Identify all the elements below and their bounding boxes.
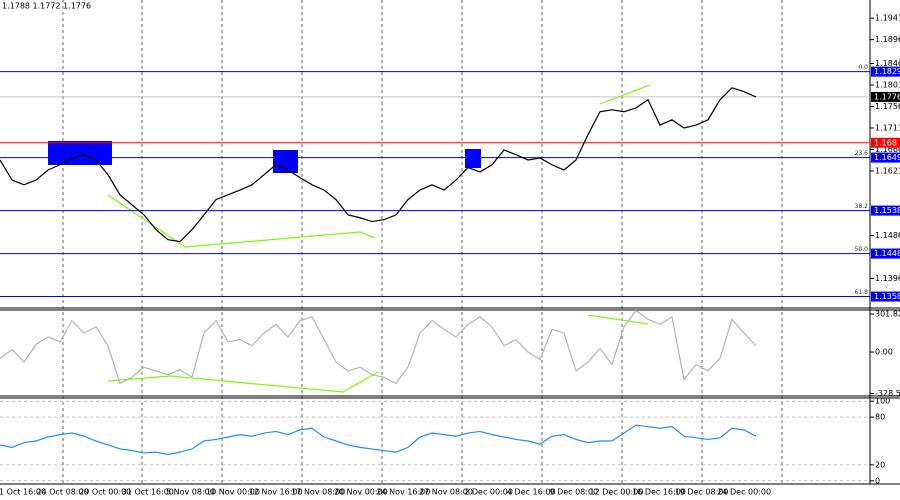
vertical-grid	[62, 0, 783, 484]
level-price-box	[871, 66, 900, 77]
level-price: 1.1649	[874, 153, 900, 162]
level-label: 61.8	[855, 289, 869, 296]
x-tick-label: 12 Nov 16:00	[249, 488, 303, 497]
level-price-box	[871, 205, 900, 216]
y-tick-label: 100	[875, 397, 890, 406]
level-price-box	[871, 91, 900, 102]
x-tick-label: 4 Dec 16:00	[507, 488, 556, 497]
y-tick-label: 1.1896	[875, 35, 900, 44]
y-tick-label: 1.1666	[875, 145, 900, 154]
level-price-box	[871, 291, 900, 302]
x-tick-label: 12 Dec 00:00	[589, 488, 643, 497]
x-tick-label: 9 Dec 08:00	[549, 488, 598, 497]
annotations	[48, 84, 651, 393]
level-price: 1.1448	[874, 249, 900, 258]
y-tick-label: 1.1486	[875, 231, 900, 240]
y-tick-label: 1.1396	[875, 274, 900, 283]
y-tick-label: 301.8242	[875, 310, 900, 319]
x-tick-label: 16 Dec 16:00	[632, 488, 686, 497]
level-price-box	[871, 248, 900, 259]
y-tick-label: 0.00	[875, 348, 893, 357]
x-tick-label: 24 Nov 16:00	[376, 488, 430, 497]
level-price-box	[871, 152, 900, 163]
x-tick-label: 24 Dec 00:00	[717, 488, 771, 497]
series-line	[0, 87, 757, 243]
level-price: 1.1538	[874, 206, 900, 215]
level-price: 1.1776	[874, 92, 900, 101]
x-tick-label: 19 Dec 08:00	[675, 488, 729, 497]
level-price-box	[871, 137, 900, 148]
level-label: 0.0	[858, 64, 868, 71]
ohlc-header: 1.1788 1.1772 1.1776	[2, 2, 91, 11]
x-tick-label: 29 Oct 00:00	[79, 488, 131, 497]
x-tick-label: 17 Nov 08:00	[291, 488, 345, 497]
y-tick-label: -328.551	[875, 389, 900, 398]
y-tick-label: 20	[875, 460, 885, 469]
series-line	[0, 424, 757, 456]
level-label: 50.0	[855, 246, 869, 253]
x-tick-label: 31 Oct 16:00	[122, 488, 174, 497]
x-tick-label: 2 Dec 00:00	[464, 488, 513, 497]
level-label: 38.2	[855, 203, 869, 210]
level-price: 1.1358	[874, 292, 900, 301]
y-tick-label: 80	[875, 413, 885, 422]
level-price: 1.1829	[874, 67, 900, 76]
x-tick-label: 21 Oct 16:00	[0, 488, 46, 497]
frame	[0, 0, 900, 485]
x-tick-label: 24 Oct 08:00	[37, 488, 89, 497]
x-tick-label: 20 Nov 00:00	[334, 488, 388, 497]
level-label: 23.6	[855, 150, 869, 157]
x-tick-label: 5 Nov 08:00	[166, 488, 215, 497]
series-line	[0, 309, 757, 385]
x-tick-label: 27 Nov 08:00	[419, 488, 473, 497]
level-price: 1.168	[874, 138, 897, 147]
y-tick-label: 1.1846	[875, 59, 900, 68]
y-tick-label: 0	[875, 476, 880, 485]
y-tick-label: 1.1756	[875, 102, 900, 111]
x-tick-label: 10 Nov 00:00	[206, 488, 260, 497]
